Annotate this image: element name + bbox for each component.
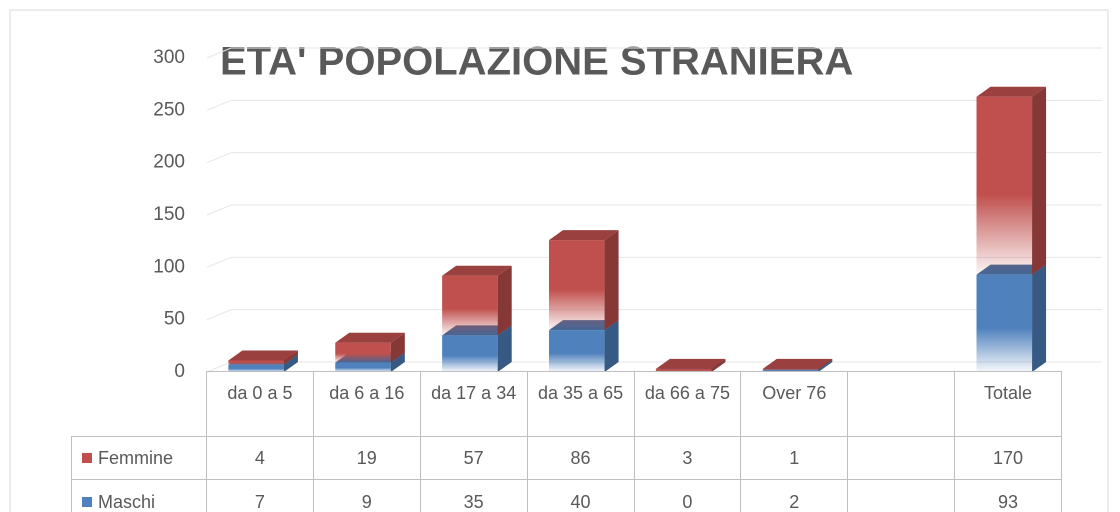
legend-label: Maschi (98, 491, 156, 512)
table-value: 9 (312, 479, 421, 512)
y-tick-label: 250 (153, 99, 185, 120)
grid-line (206, 309, 1102, 321)
bar-side (1032, 86, 1047, 275)
bar-side (1032, 264, 1047, 372)
table-value (847, 436, 956, 480)
bar-front (549, 240, 605, 331)
bar-top (655, 358, 726, 369)
bar (976, 86, 1047, 275)
bar-front (976, 274, 1033, 372)
category-label: da 0 a 5 (206, 371, 314, 437)
table-value: 35 (419, 479, 528, 512)
bar-side (604, 320, 619, 372)
bar-top (442, 265, 512, 276)
bar-side (390, 332, 405, 363)
bar-side (497, 265, 512, 336)
bar-top (762, 358, 833, 369)
legend-swatch (82, 453, 92, 463)
bar-side (283, 350, 298, 365)
bar-front (762, 369, 819, 372)
bar-side (711, 358, 726, 372)
y-tick-label: 200 (153, 152, 185, 173)
bar-front (228, 364, 284, 372)
bar-front (549, 330, 605, 372)
bar-front (335, 342, 391, 363)
bar (976, 264, 1047, 372)
grid-line (206, 47, 1102, 59)
table-value: 93 (954, 479, 1062, 512)
bar (335, 332, 405, 363)
y-tick-label: 150 (153, 204, 185, 225)
category-label: da 6 a 16 (312, 371, 421, 437)
grid-line (206, 99, 1102, 111)
bar-front (335, 362, 391, 372)
table-value: 3 (633, 436, 742, 480)
table-value: 19 (312, 436, 421, 480)
table-value: 170 (954, 436, 1062, 480)
table-value: 7 (206, 479, 314, 512)
frame (9, 9, 1109, 512)
y-tick-label: 300 (153, 47, 185, 68)
legend-swatch (82, 496, 92, 507)
grid-line (206, 256, 1102, 268)
grid-line (206, 204, 1102, 216)
bar-front (442, 335, 498, 372)
legend-entry: Femmine (71, 436, 207, 480)
table-value: 57 (419, 436, 528, 480)
bar (549, 230, 619, 331)
table-value (847, 479, 956, 512)
grid-line (206, 152, 1102, 164)
category-label: Over 76 (740, 371, 849, 437)
bar-front (228, 360, 284, 365)
category-label: da 66 a 75 (633, 371, 742, 437)
bar-top (976, 86, 1047, 97)
category-label: da 17 a 34 (419, 371, 528, 437)
category-label: Totale (954, 371, 1062, 437)
bar (442, 265, 512, 336)
legend-label: Femmine (98, 448, 174, 468)
bar-side (818, 358, 833, 370)
y-tick-label: 50 (164, 309, 185, 330)
bar (228, 350, 298, 365)
category-label: da 35 a 65 (526, 371, 635, 437)
category-label (847, 371, 956, 437)
bar-side (497, 325, 512, 372)
bar-side (604, 230, 619, 331)
bar-front (655, 368, 712, 372)
bar-side (390, 352, 405, 372)
bar (762, 358, 833, 370)
bar-top (335, 332, 405, 343)
bar-front (442, 275, 498, 336)
bar-side (283, 354, 298, 372)
table-value: 2 (740, 479, 849, 512)
table-value: 1 (740, 436, 849, 480)
bar-top (549, 230, 619, 241)
table-value: 40 (526, 479, 635, 512)
table-value: 0 (633, 479, 742, 512)
bar-top (228, 350, 298, 361)
bar-side (818, 359, 833, 372)
legend-entry: Maschi (71, 479, 207, 512)
y-tick-label: 100 (153, 256, 185, 277)
table-value: 86 (526, 436, 635, 480)
chart-title: ETA' POPOLAZIONE STRANIERA (220, 40, 853, 84)
bar-front (976, 96, 1033, 275)
bar-front (762, 368, 819, 370)
y-tick-label: 0 (174, 361, 185, 382)
table-value: 4 (206, 436, 314, 480)
bar (655, 358, 726, 372)
